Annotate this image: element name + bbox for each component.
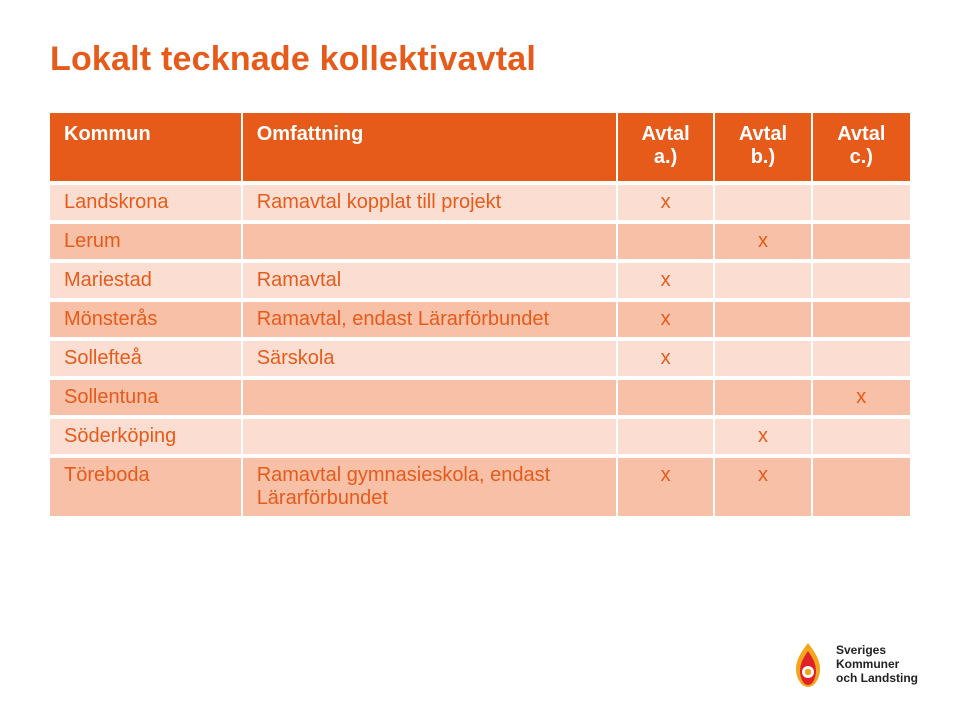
col-omfattning: Omfattning [243,111,618,181]
table-row: Mönsterås Ramavtal, endast Lärarförbunde… [50,302,910,337]
logo-line1: Sveriges [836,644,918,658]
table-row: Söderköping x [50,419,910,454]
col-avtal-c: Avtal c.) [813,111,910,181]
cell-c [813,341,910,376]
cell-c [813,458,910,516]
cell-omfattning: Ramavtal gymnasieskola, endast Lärarförb… [243,458,618,516]
cell-c [813,302,910,337]
cell-b [715,380,812,415]
cell-b [715,341,812,376]
kollektivavtal-table: Kommun Omfattning Avtal a.) Avtal b.) Av… [50,107,910,520]
cell-kommun: Töreboda [50,458,243,516]
col-avtal-a: Avtal a.) [618,111,715,181]
cell-kommun: Lerum [50,224,243,259]
logo-line2: Kommuner [836,658,918,672]
skl-logo: Sveriges Kommuner och Landsting [788,641,918,689]
logo-line3: och Landsting [836,672,918,686]
cell-c: x [813,380,910,415]
table-header-row: Kommun Omfattning Avtal a.) Avtal b.) Av… [50,111,910,181]
col-avtal-b: Avtal b.) [715,111,812,181]
cell-omfattning: Ramavtal kopplat till projekt [243,185,618,220]
cell-b: x [715,224,812,259]
cell-a: x [618,341,715,376]
cell-a: x [618,185,715,220]
cell-b [715,185,812,220]
cell-a [618,224,715,259]
cell-a [618,419,715,454]
cell-kommun: Sollentuna [50,380,243,415]
cell-omfattning: Särskola [243,341,618,376]
cell-omfattning: Ramavtal, endast Lärarförbundet [243,302,618,337]
cell-b: x [715,419,812,454]
cell-c [813,224,910,259]
cell-kommun: Sollefteå [50,341,243,376]
table-row: Lerum x [50,224,910,259]
cell-a [618,380,715,415]
cell-kommun: Mönsterås [50,302,243,337]
cell-omfattning [243,224,618,259]
cell-kommun: Söderköping [50,419,243,454]
col-kommun: Kommun [50,111,243,181]
cell-b [715,263,812,298]
slide-title: Lokalt tecknade kollektivavtal [50,40,910,79]
cell-c [813,185,910,220]
table-row: Landskrona Ramavtal kopplat till projekt… [50,185,910,220]
cell-omfattning [243,419,618,454]
cell-a: x [618,458,715,516]
table-body: Landskrona Ramavtal kopplat till projekt… [50,185,910,516]
cell-b [715,302,812,337]
table-row: Mariestad Ramavtal x [50,263,910,298]
cell-kommun: Landskrona [50,185,243,220]
cell-c [813,419,910,454]
table-row: Töreboda Ramavtal gymnasieskola, endast … [50,458,910,516]
slide: Lokalt tecknade kollektivavtal Kommun Om… [0,0,960,719]
cell-b: x [715,458,812,516]
cell-omfattning: Ramavtal [243,263,618,298]
cell-a: x [618,302,715,337]
cell-omfattning [243,380,618,415]
cell-c [813,263,910,298]
table-row: Sollentuna x [50,380,910,415]
cell-a: x [618,263,715,298]
table-row: Sollefteå Särskola x [50,341,910,376]
cell-kommun: Mariestad [50,263,243,298]
skl-flame-icon [788,641,828,689]
skl-logo-text: Sveriges Kommuner och Landsting [836,644,918,685]
